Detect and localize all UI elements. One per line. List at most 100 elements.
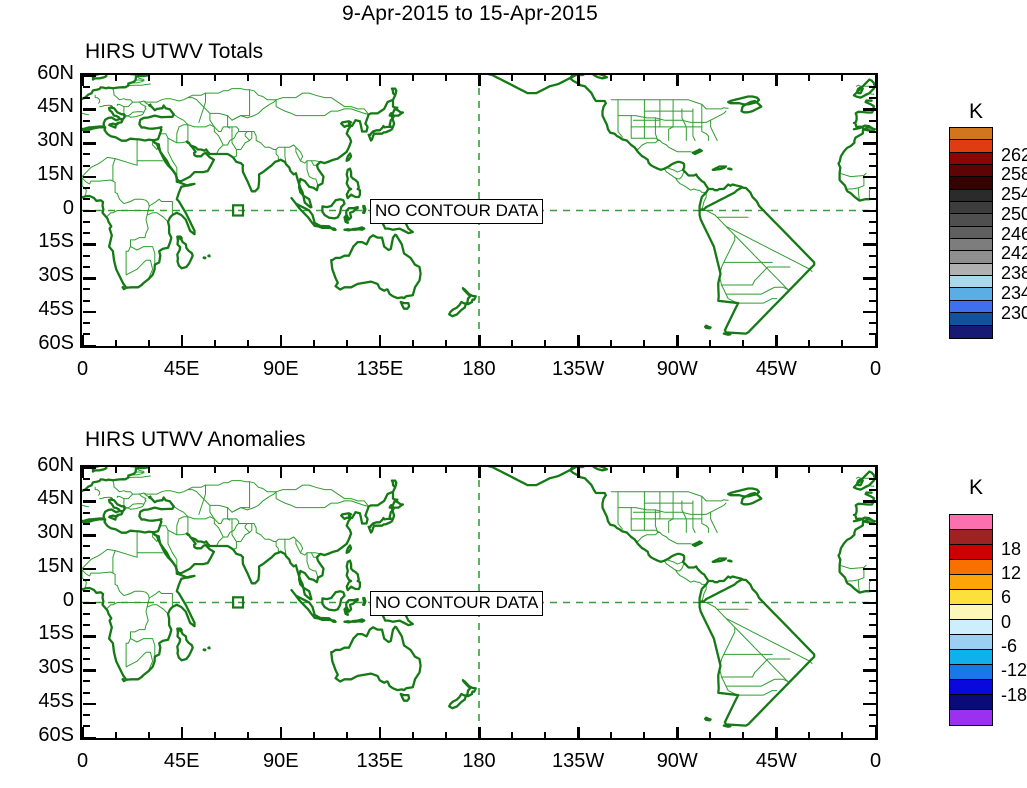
x-axis-top-minor-tick [444,465,447,473]
y-axis-right-tick [868,254,876,257]
x-axis-major-tick [81,335,84,348]
x-axis-top-tick [180,73,184,86]
colorbar-band [950,605,992,620]
y-axis-major-tick [82,344,96,347]
y-axis-minor-tick [82,254,90,257]
x-axis-major-tick [378,727,382,740]
x-axis-top-tick [478,73,481,86]
y-axis-minor-tick [82,646,90,649]
y-axis-right-tick [868,130,876,133]
x-axis-label-anomalies-6: 90W [656,750,698,772]
x-axis-minor-tick [709,340,712,348]
y-axis-minor-tick [82,232,90,234]
x-axis-top-tick [180,465,184,478]
colorbar-band [950,128,992,141]
colorbar-band [950,140,992,153]
y-axis-right-tick [862,310,876,314]
x-axis-top-minor-tick [709,465,712,473]
y-axis-label-totals-1: 45N [37,95,74,118]
x-axis-minor-tick [709,732,712,740]
colorbar-totals-tick-label-8: 230 [1001,302,1027,323]
x-axis-top-minor-tick [246,465,249,473]
y-axis-label-anomalies-1: 45N [37,487,74,510]
colorbar-band [950,575,992,590]
x-axis-minor-tick [742,732,745,740]
x-axis-major-tick [279,335,283,348]
y-axis-major-tick [82,601,96,604]
colorbar-band [950,263,992,277]
x-axis-top-minor-tick [742,465,745,473]
y-axis-right-tick [862,567,876,571]
y-axis-major-tick [82,209,96,212]
y-axis-minor-tick [82,522,90,525]
x-axis-major-tick [775,335,778,348]
x-axis-top-minor-tick [511,73,514,81]
region-box-marker [232,596,245,609]
x-axis-label-totals-7: 45W [755,358,797,380]
y-axis-right-tick [862,534,876,537]
y-axis-major-tick [82,669,96,672]
x-axis-top-tick [577,73,580,86]
x-axis-minor-tick [808,732,811,740]
x-axis-top-minor-tick [345,465,348,473]
x-axis-top-minor-tick [511,465,514,473]
region-box-marker [232,204,245,217]
x-axis-label-totals-8: 0 [869,358,882,380]
x-axis-top-tick [378,73,382,86]
y-axis-minor-tick [82,657,90,660]
y-axis-right-tick [862,175,876,179]
y-axis-major-tick [82,175,96,179]
y-axis-right-tick [862,702,876,706]
x-axis-major-tick [81,727,84,740]
x-axis-top-minor-tick [808,465,811,473]
colorbar-totals-tick-label-5: 242 [1001,243,1027,264]
x-axis-minor-tick [411,732,414,740]
x-axis-top-minor-tick [643,465,646,473]
colorbar-anomalies-tick-label-4: -6 [1001,636,1018,657]
x-axis-top-tick [478,465,481,478]
colorbar-band [950,680,992,695]
y-axis-minor-tick [82,153,90,156]
y-axis-major-tick [82,108,96,111]
x-axis-label-anomalies-7: 45W [755,750,797,772]
y-axis-major-tick [82,74,96,77]
x-axis-major-tick [577,727,580,740]
x-axis-minor-tick [742,340,745,348]
y-axis-right-tick [868,119,876,122]
panel-title-anomalies: HIRS UTWV Anomalies [85,428,306,451]
y-axis-label-anomalies-7: 45S [38,689,74,712]
x-axis-major-tick [478,727,481,740]
y-axis-right-tick [868,725,876,728]
y-axis-minor-tick [82,265,90,268]
x-axis-minor-tick [444,732,447,740]
colorbar-band [950,226,992,240]
figure-title: 9-Apr-2015 to 15-Apr-2015 [342,2,598,25]
y-axis-major-tick [82,500,96,503]
y-axis-label-totals-2: 30N [37,129,74,151]
x-axis-minor-tick [544,340,547,348]
y-axis-right-tick [868,333,876,336]
x-axis-minor-tick [114,732,117,740]
y-axis-major-tick [82,243,96,246]
x-axis-top-minor-tick [643,73,646,81]
y-axis-minor-tick [82,624,90,626]
y-axis-minor-tick [82,322,90,324]
colorbar-band [950,515,992,530]
colorbar-band [950,620,992,635]
y-axis-right-tick [868,680,876,683]
colorbar-band [950,251,992,264]
x-axis-minor-tick [444,340,447,348]
x-axis-minor-tick [808,340,811,348]
x-axis-label-totals-0: 0 [76,358,89,380]
x-axis-top-tick [676,465,679,478]
y-axis-right-tick [868,220,876,223]
x-axis-minor-tick [345,340,348,348]
colorbar-band [950,325,992,338]
colorbar-totals-tick-label-6: 238 [1001,263,1027,284]
colorbar-units-totals: K [968,100,983,123]
y-axis-right-tick [868,511,876,514]
y-axis-right-tick [868,556,876,559]
x-axis-top-minor-tick [841,465,844,473]
y-axis-right-tick [868,590,876,593]
x-axis-label-totals-2: 90E [262,358,299,380]
